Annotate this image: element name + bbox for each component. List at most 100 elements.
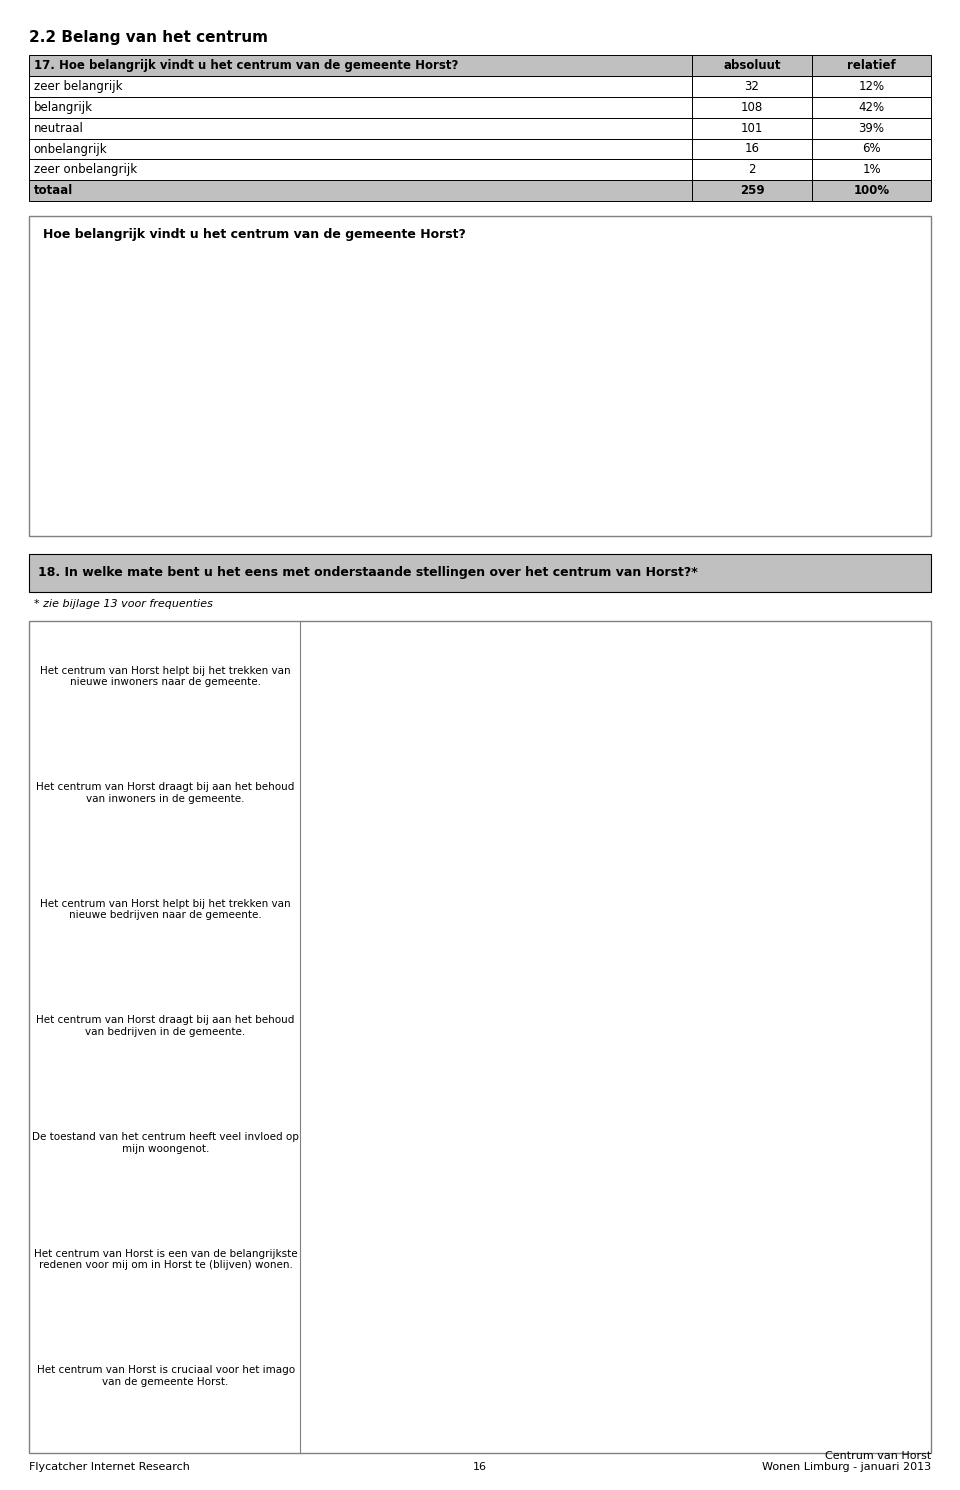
- Text: 38%: 38%: [612, 1137, 636, 1147]
- Bar: [302, 887, 590, 900]
- Text: 36%: 36%: [596, 888, 619, 898]
- Text: 101: 101: [741, 122, 763, 134]
- Bar: [302, 1283, 446, 1296]
- Text: 47%: 47%: [684, 1354, 708, 1365]
- Text: 22%: 22%: [484, 1253, 507, 1264]
- Bar: [302, 1104, 343, 1118]
- Text: 12%: 12%: [858, 80, 885, 92]
- Bar: [302, 870, 334, 885]
- Text: 39%: 39%: [858, 122, 885, 134]
- Bar: [302, 800, 367, 815]
- Bar: [302, 1049, 319, 1064]
- Text: 5%: 5%: [348, 755, 365, 766]
- Text: 11%: 11%: [396, 1168, 420, 1179]
- Text: Het centrum van Horst is cruciaal voor het imago
van de gemeente Horst.: Het centrum van Horst is cruciaal voor h…: [36, 1365, 295, 1387]
- Bar: [302, 1338, 374, 1351]
- Bar: [302, 1019, 638, 1033]
- Text: 6%: 6%: [862, 143, 881, 155]
- Legend: helemaal eens, eens, niet eens / niet oneens, oneens, helemaal oneens: helemaal eens, eens, niet eens / niet on…: [582, 1320, 730, 1392]
- Text: 3%: 3%: [332, 1402, 348, 1411]
- Bar: [302, 770, 742, 784]
- Bar: [302, 1368, 574, 1383]
- Text: relatief: relatief: [848, 60, 896, 72]
- Text: 100%: 100%: [853, 185, 890, 197]
- Bar: [302, 684, 374, 697]
- Text: 43%: 43%: [652, 904, 675, 913]
- Text: 6%: 6%: [246, 249, 264, 259]
- Bar: [302, 1252, 478, 1265]
- Text: 259: 259: [740, 185, 764, 197]
- Text: Flycatcher Internet Research: Flycatcher Internet Research: [29, 1462, 190, 1472]
- Text: 32: 32: [745, 80, 759, 92]
- Bar: [302, 1384, 350, 1398]
- Bar: [302, 933, 319, 946]
- Text: 2.2 Belang van het centrum: 2.2 Belang van het centrum: [29, 30, 268, 45]
- Text: 18%: 18%: [452, 1269, 475, 1280]
- Text: 42%: 42%: [858, 101, 885, 113]
- Text: 15%: 15%: [428, 919, 451, 930]
- Text: Het centrum van Horst draagt bij aan het behoud
van inwoners in de gemeente.: Het centrum van Horst draagt bij aan het…: [36, 782, 295, 803]
- Text: 12%: 12%: [324, 255, 349, 265]
- Text: 2%: 2%: [324, 818, 341, 828]
- Text: 9%: 9%: [380, 685, 396, 696]
- Bar: [302, 1135, 607, 1149]
- Text: 6%: 6%: [356, 1386, 372, 1396]
- Bar: [302, 653, 670, 666]
- Bar: [302, 817, 319, 830]
- Bar: [302, 1034, 398, 1047]
- Text: 36%: 36%: [596, 670, 619, 681]
- Text: Hoe belangrijk vindt u het centrum van de gemeente Horst?: Hoe belangrijk vindt u het centrum van d…: [43, 228, 466, 241]
- Bar: [302, 901, 646, 915]
- Wedge shape: [281, 280, 288, 384]
- Text: * zie bijlage 13 voor frequenties: * zie bijlage 13 voor frequenties: [34, 599, 212, 609]
- Text: absoluut: absoluut: [723, 60, 780, 72]
- Text: 41%: 41%: [636, 1004, 660, 1015]
- Text: 4%: 4%: [340, 873, 356, 882]
- Text: zeer onbelangrijk: zeer onbelangrijk: [34, 164, 136, 176]
- Bar: [302, 754, 343, 767]
- Bar: [302, 988, 326, 1001]
- Bar: [302, 669, 590, 682]
- Wedge shape: [262, 307, 393, 487]
- Text: 42%: 42%: [393, 443, 418, 453]
- Text: Centrum van Horst
Wonen Limburg - januari 2013: Centrum van Horst Wonen Limburg - januar…: [762, 1451, 931, 1472]
- Text: 55%: 55%: [748, 772, 771, 782]
- Text: 18. In welke mate bent u het eens met onderstaande stellingen over het centrum v: 18. In welke mate bent u het eens met on…: [38, 566, 698, 580]
- Text: 34%: 34%: [580, 1371, 603, 1380]
- Bar: [302, 638, 350, 651]
- Bar: [302, 1220, 334, 1234]
- Text: 46%: 46%: [676, 656, 699, 665]
- Text: 108: 108: [741, 101, 763, 113]
- Text: 8%: 8%: [372, 803, 389, 812]
- Bar: [302, 1237, 446, 1250]
- Bar: [302, 1167, 391, 1180]
- Text: 5%: 5%: [348, 1106, 365, 1116]
- Text: belangrijk: belangrijk: [34, 101, 92, 113]
- Wedge shape: [244, 280, 288, 384]
- Bar: [302, 785, 542, 799]
- Text: onbelangrijk: onbelangrijk: [34, 143, 108, 155]
- Bar: [302, 1353, 679, 1366]
- Text: totaal: totaal: [34, 185, 73, 197]
- Text: 6%: 6%: [356, 639, 372, 650]
- Bar: [302, 1003, 631, 1016]
- Text: 4%: 4%: [340, 1222, 356, 1232]
- Text: 3%: 3%: [332, 989, 348, 1000]
- Text: 17. Hoe belangrijk vindt u het centrum van de gemeente Horst?: 17. Hoe belangrijk vindt u het centrum v…: [34, 60, 458, 72]
- Bar: [302, 700, 326, 714]
- Text: 1%: 1%: [275, 246, 293, 255]
- Text: 39%: 39%: [143, 392, 167, 401]
- Text: Het centrum van Horst helpt bij het trekken van
nieuwe inwoners naar de gemeente: Het centrum van Horst helpt bij het trek…: [40, 666, 291, 687]
- Text: 16: 16: [745, 143, 759, 155]
- Text: 2%: 2%: [324, 934, 341, 945]
- Text: 18%: 18%: [452, 1238, 475, 1249]
- Text: 31%: 31%: [556, 1122, 579, 1131]
- Text: 2: 2: [749, 164, 756, 176]
- Text: 15%: 15%: [428, 1153, 451, 1162]
- Text: Het centrum van Horst helpt bij het trekken van
nieuwe bedrijven naar de gemeent: Het centrum van Horst helpt bij het trek…: [40, 898, 291, 921]
- Text: neutraal: neutraal: [34, 122, 84, 134]
- Text: 3%: 3%: [332, 702, 348, 712]
- Wedge shape: [288, 280, 359, 384]
- Text: Het centrum van Horst draagt bij aan het behoud
van bedrijven in de gemeente.: Het centrum van Horst draagt bij aan het…: [36, 1016, 295, 1037]
- Bar: [302, 1119, 550, 1134]
